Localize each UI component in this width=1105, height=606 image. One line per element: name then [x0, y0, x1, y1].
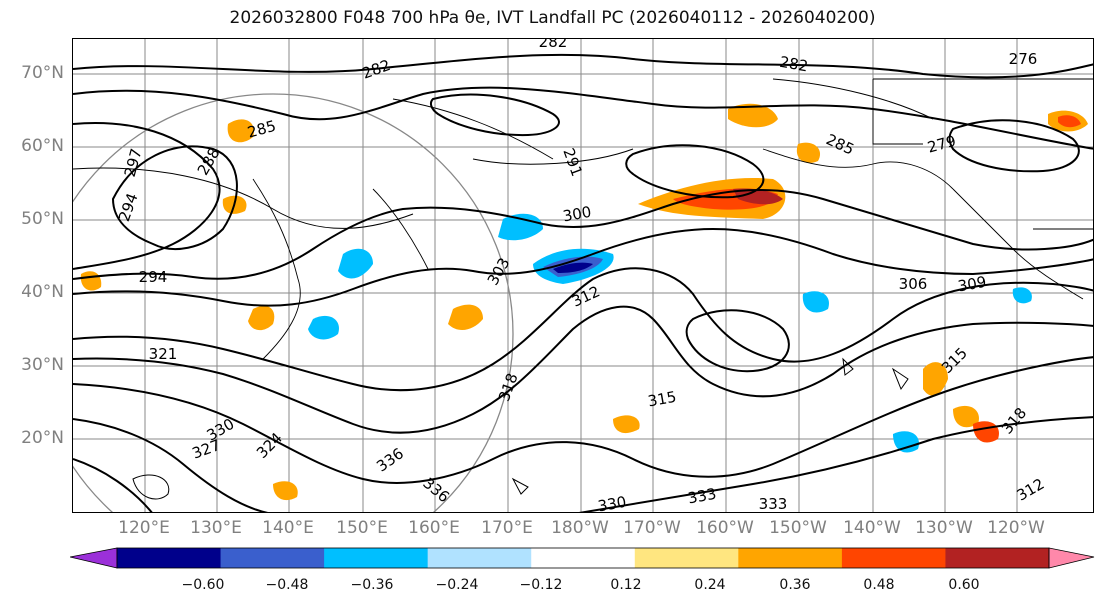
lat-label-40n: 40°N — [21, 282, 64, 302]
contour-label: 321 — [149, 345, 178, 363]
lat-label-30n: 30°N — [21, 355, 64, 375]
contour-label: 303 — [484, 255, 514, 289]
colorbar-frame — [116, 547, 1050, 569]
contour-label: 285 — [246, 117, 278, 142]
contour-label: 282 — [360, 56, 393, 83]
thin-contours — [73, 78, 934, 500]
lon-label-140w: 140°W — [843, 518, 901, 538]
contour-label: 336 — [419, 474, 453, 506]
contour-label: 297 — [121, 147, 146, 179]
map-area: 282 282 282 276 285 285 279 288 297 291 294 294 300 3… — [72, 38, 1094, 513]
colorbar-segment — [220, 548, 325, 568]
colorbar-extend-low — [70, 547, 118, 569]
lat-label-70n: 70°N — [21, 63, 64, 83]
lon-label-150w: 150°W — [769, 518, 827, 538]
contour-label: 282 — [539, 39, 568, 51]
cb-tick-label: −0.36 — [350, 577, 394, 593]
contour-label: 276 — [1009, 50, 1038, 68]
lon-label-120e: 120°E — [118, 518, 170, 538]
cb-tick-label: −0.60 — [181, 577, 225, 593]
contour-label: 327 — [190, 436, 223, 463]
contour-label: 333 — [759, 495, 788, 513]
contour-label: 330 — [596, 493, 627, 513]
coastlines — [252, 78, 1093, 360]
contour-label: 294 — [115, 191, 142, 224]
map-canvas: 282 282 282 276 285 285 279 288 297 291 294 294 300 3… — [73, 39, 1093, 513]
lon-label-160e: 160°E — [408, 518, 460, 538]
colorbar-segment — [531, 548, 636, 568]
contour-label: 312 — [1014, 475, 1048, 505]
cb-tick-label: 0.48 — [863, 577, 895, 593]
colorbar-extend-high — [1048, 547, 1095, 569]
lon-label-170e: 170°E — [481, 518, 533, 538]
colorbar-segment — [634, 548, 739, 568]
lon-label-140e: 140°E — [262, 518, 314, 538]
lon-label-170w: 170°W — [623, 518, 681, 538]
contour-label: 288 — [194, 145, 224, 179]
contour-label: 282 — [778, 53, 809, 76]
cb-tick-label: 0.36 — [779, 577, 811, 593]
contour-label: 318 — [495, 371, 522, 404]
lat-label-20n: 20°N — [21, 428, 64, 448]
lon-label-160w: 160°W — [696, 518, 754, 538]
contour-label: 291 — [559, 146, 586, 179]
landfall-region-circle — [73, 93, 514, 512]
contour-label: 300 — [561, 203, 592, 226]
cb-tick-label: −0.12 — [519, 577, 563, 593]
contour-label: 294 — [139, 268, 168, 286]
contour-label: 324 — [253, 429, 286, 462]
contour-label: 279 — [926, 132, 958, 157]
lon-label-180w: 180°W — [551, 518, 609, 538]
lon-label-120w: 120°W — [987, 518, 1045, 538]
lon-label-130w: 130°W — [915, 518, 973, 538]
colorbar-segment — [324, 548, 429, 568]
cb-tick-label: −0.24 — [435, 577, 479, 593]
lat-label-60n: 60°N — [21, 136, 64, 156]
colorbar — [70, 547, 1095, 569]
colorbar-segment — [427, 548, 532, 568]
contour-label: 306 — [899, 275, 928, 293]
cb-tick-label: 0.12 — [610, 577, 642, 593]
cb-tick-label: −0.48 — [265, 577, 309, 593]
contour-label: 318 — [998, 404, 1030, 438]
contour-label: 312 — [569, 282, 603, 310]
colorbar-segment — [117, 548, 222, 568]
cb-tick-label: 0.24 — [694, 577, 726, 593]
contour-label: 333 — [686, 485, 717, 508]
contour-label: 309 — [956, 273, 987, 296]
lon-label-130e: 130°E — [190, 518, 242, 538]
lon-label-150e: 150°E — [336, 518, 388, 538]
contour-label: 336 — [373, 444, 407, 475]
colorbar-segment — [738, 548, 843, 568]
colorbar-segment — [945, 548, 1050, 568]
plot-title: 2026032800 F048 700 hPa θe, IVT Landfall… — [229, 8, 876, 28]
contour-label: 315 — [646, 388, 677, 411]
theta-e-contours — [73, 53, 1093, 512]
cb-tick-label: 0.60 — [948, 577, 980, 593]
lat-label-50n: 50°N — [21, 209, 64, 229]
colorbar-segment — [841, 548, 946, 568]
contour-label: 285 — [823, 130, 857, 158]
